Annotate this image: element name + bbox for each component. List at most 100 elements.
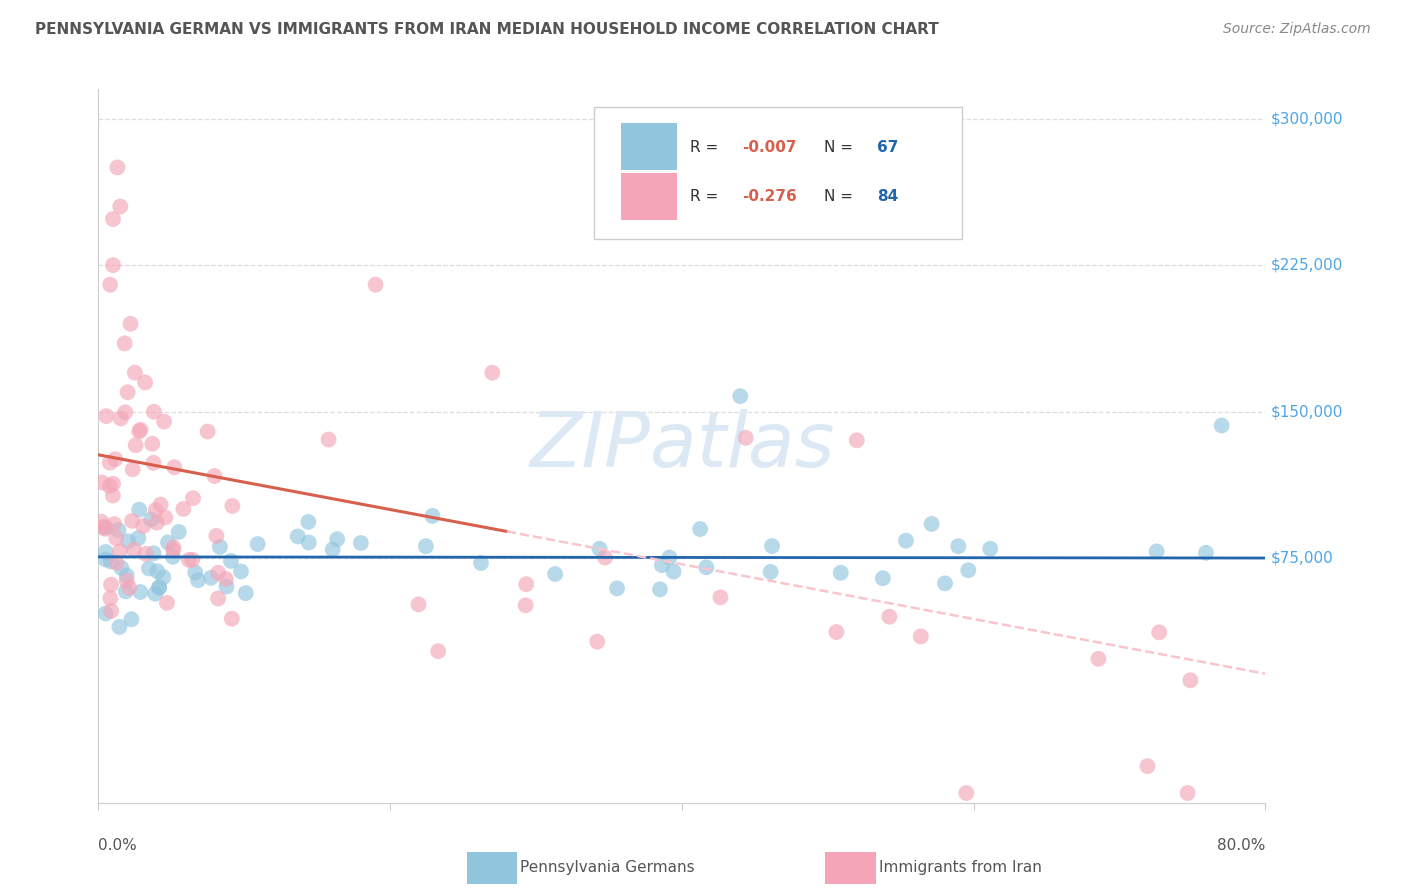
Text: R =: R = [690, 189, 723, 204]
Point [138, 561, 160, 575]
Point [470, 556, 492, 570]
Point [979, 541, 1001, 556]
Point [128, 425, 150, 439]
Point [181, 552, 204, 566]
Point [364, 277, 387, 292]
Point [148, 581, 170, 595]
Point [128, 502, 150, 516]
Point [1177, 786, 1199, 800]
Point [1180, 673, 1202, 688]
Point [845, 434, 868, 448]
Point [221, 499, 243, 513]
Text: $225,000: $225,000 [1271, 258, 1343, 273]
Point [148, 580, 170, 594]
Point [101, 476, 124, 491]
Point [107, 523, 129, 537]
Point [163, 460, 186, 475]
Point [110, 200, 132, 214]
Text: Source: ZipAtlas.com: Source: ZipAtlas.com [1223, 22, 1371, 37]
Point [96, 409, 118, 424]
Point [197, 425, 219, 439]
Point [879, 609, 901, 624]
Point [146, 516, 169, 530]
Point [207, 591, 229, 606]
FancyBboxPatch shape [621, 173, 678, 219]
Point [91, 520, 114, 534]
Point [115, 568, 138, 582]
Point [934, 576, 956, 591]
Point [825, 625, 848, 640]
Point [94, 607, 117, 621]
Text: PENNSYLVANIA GERMAN VS IMMIGRANTS FROM IRAN MEDIAN HOUSEHOLD INCOME CORRELATION : PENNSYLVANIA GERMAN VS IMMIGRANTS FROM I… [35, 22, 939, 37]
Point [143, 587, 166, 601]
Point [121, 462, 143, 476]
Point [200, 571, 222, 585]
Point [872, 571, 894, 585]
Point [146, 565, 169, 579]
Point [90, 515, 112, 529]
Point [94, 545, 117, 559]
Point [297, 515, 319, 529]
Point [427, 644, 450, 658]
Point [101, 489, 124, 503]
Point [318, 433, 340, 447]
Point [759, 565, 782, 579]
Point [129, 423, 152, 437]
Point [129, 585, 152, 599]
Point [593, 550, 616, 565]
Point [1195, 546, 1218, 560]
Text: $150,000: $150,000 [1271, 404, 1343, 419]
Point [121, 514, 143, 528]
Point [215, 580, 238, 594]
Point [120, 612, 142, 626]
Point [100, 577, 122, 591]
Point [103, 517, 125, 532]
Point [957, 563, 980, 577]
Point [1087, 652, 1109, 666]
Point [101, 258, 124, 272]
Point [125, 438, 148, 452]
Point [207, 566, 229, 580]
Point [98, 277, 121, 292]
Point [100, 554, 122, 568]
Point [142, 405, 165, 419]
Point [1147, 625, 1170, 640]
Point [94, 552, 117, 566]
Text: 80.0%: 80.0% [1218, 838, 1265, 854]
Text: ZIPatlas: ZIPatlas [529, 409, 835, 483]
Point [221, 612, 243, 626]
Point [127, 531, 149, 545]
Point [153, 415, 176, 429]
Point [100, 604, 122, 618]
Point [229, 565, 252, 579]
Point [208, 540, 231, 554]
Point [122, 542, 145, 557]
Point [184, 566, 207, 580]
Point [322, 542, 344, 557]
Point [110, 561, 132, 575]
Point [167, 524, 190, 539]
Point [155, 510, 177, 524]
Point [162, 543, 184, 558]
Point [145, 503, 167, 517]
FancyBboxPatch shape [621, 123, 678, 169]
Point [118, 581, 141, 595]
Point [98, 479, 121, 493]
Point [515, 577, 537, 591]
Point [139, 512, 162, 526]
Text: N =: N = [824, 139, 858, 154]
Point [114, 584, 136, 599]
Point [408, 598, 430, 612]
Point [830, 566, 852, 580]
Point [695, 560, 717, 574]
Point [104, 452, 127, 467]
Point [1136, 759, 1159, 773]
Point [709, 591, 731, 605]
Text: -0.276: -0.276 [742, 189, 797, 204]
Point [114, 336, 136, 351]
Point [246, 537, 269, 551]
Point [94, 522, 117, 536]
Text: -0.007: -0.007 [742, 139, 797, 154]
Point [651, 558, 673, 573]
Point [515, 599, 537, 613]
